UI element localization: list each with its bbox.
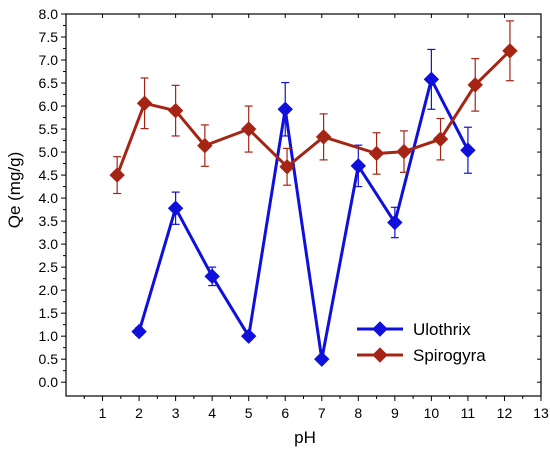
y-axis: 0.0 0.5 1.0 1.5 2.0 2.5 3.0 3.5 4.0 4.5 5.0 5.5 6.0 6…: [39, 6, 541, 390]
y-tick-label: 2.5: [39, 259, 59, 275]
data-point: [315, 129, 332, 145]
x-tick-label: 6: [281, 405, 289, 421]
y-tick-label: 6.5: [39, 75, 59, 91]
x-tick-label: 7: [318, 405, 326, 421]
data-point: [240, 121, 257, 137]
legend-marker-spirogyra: [372, 347, 388, 363]
legend-label-ulothrix: Ulothrix: [413, 320, 471, 339]
series-line: [137, 77, 470, 361]
y-tick-label: 0.0: [39, 374, 59, 390]
y-tick-label: 4.0: [39, 190, 59, 206]
y-tick-label: 1.5: [39, 305, 59, 321]
data-point: [387, 214, 403, 231]
x-tick-label: 9: [391, 405, 399, 421]
series-ulothrix: [131, 48, 476, 367]
series-layer: [109, 20, 518, 367]
data-point: [197, 137, 213, 154]
y-tick-label: 7.5: [39, 29, 59, 45]
x-tick-label: 8: [354, 405, 362, 421]
data-point: [136, 95, 153, 111]
y-tick-label: 2.0: [39, 282, 59, 298]
legend-marker-ulothrix: [372, 321, 388, 337]
y-tick-label: 6.0: [39, 98, 59, 114]
x-tick-label: 1: [99, 405, 107, 421]
y-tick-label: 7.0: [39, 52, 59, 68]
x-axis: 1 2 3 4 5 6 7 8 9 10 11 12 13: [83, 14, 549, 421]
x-tick-label: 10: [424, 405, 440, 421]
data-point: [167, 200, 184, 216]
y-tick-label: 0.5: [39, 351, 59, 367]
legend-label-spirogyra: Spirogyra: [413, 346, 486, 365]
x-tick-label: 5: [245, 405, 253, 421]
data-point: [131, 323, 147, 340]
y-tick-label: 3.0: [39, 236, 59, 252]
x-tick-label: 12: [497, 405, 513, 421]
data-point: [277, 101, 293, 117]
data-point: [396, 143, 412, 160]
x-tick-label: 13: [533, 405, 549, 421]
data-point: [350, 158, 367, 174]
x-tick-label: 2: [135, 405, 143, 421]
data-point: [109, 167, 125, 183]
y-axis-title: Qe (mg/g): [5, 152, 24, 229]
x-axis-title: pH: [294, 428, 316, 447]
y-tick-label: 3.5: [39, 213, 59, 229]
data-point: [467, 77, 483, 93]
data-point: [460, 142, 476, 158]
data-point: [204, 268, 220, 285]
data-point: [279, 159, 295, 175]
x-tick-label: 4: [208, 405, 216, 421]
data-point: [368, 145, 385, 162]
data-point: [167, 102, 184, 119]
data-point: [502, 43, 518, 59]
series-spirogyra: [109, 20, 518, 195]
x-tick-label: 11: [461, 405, 476, 421]
y-tick-label: 4.5: [39, 167, 59, 183]
legend: Ulothrix Spirogyra: [357, 320, 486, 365]
data-point: [423, 71, 440, 88]
y-tick-label: 5.5: [39, 121, 59, 137]
data-point: [432, 131, 449, 147]
data-point: [314, 351, 330, 367]
data-point: [240, 328, 257, 344]
y-tick-label: 8.0: [39, 6, 59, 22]
y-tick-label: 1.0: [39, 328, 59, 344]
y-tick-label: 5.0: [39, 144, 59, 160]
x-tick-label: 3: [172, 405, 180, 421]
